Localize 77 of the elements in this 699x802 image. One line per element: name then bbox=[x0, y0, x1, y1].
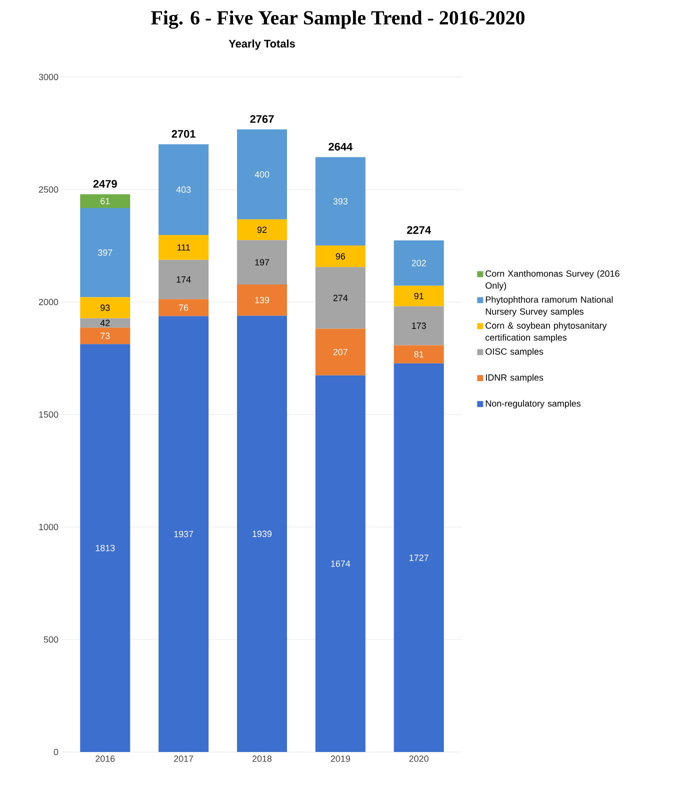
bar bbox=[394, 240, 444, 286]
data-label: 61 bbox=[100, 198, 110, 204]
bar bbox=[315, 328, 366, 376]
bar bbox=[394, 345, 444, 364]
total-label: 2767 bbox=[250, 115, 274, 123]
legend-label: IDNR samples bbox=[486, 374, 544, 382]
data-label: 92 bbox=[257, 226, 267, 233]
data-label: 1813 bbox=[96, 544, 115, 552]
data-label: 197 bbox=[255, 259, 270, 266]
x-tick-label: 2019 bbox=[330, 756, 350, 762]
data-label: 93 bbox=[100, 304, 110, 311]
bar bbox=[158, 299, 209, 316]
data-label: 403 bbox=[176, 186, 191, 193]
data-label: 174 bbox=[176, 276, 191, 283]
bar bbox=[394, 286, 444, 306]
bar bbox=[80, 344, 130, 752]
bar bbox=[394, 306, 444, 346]
bar bbox=[237, 240, 287, 284]
bar bbox=[158, 234, 209, 260]
data-label: 207 bbox=[333, 348, 348, 356]
bar bbox=[80, 297, 130, 318]
bar bbox=[237, 129, 287, 220]
data-label: 91 bbox=[414, 292, 424, 300]
data-label: 393 bbox=[333, 198, 348, 204]
x-tick-label: 2017 bbox=[174, 756, 194, 762]
bar bbox=[158, 316, 209, 752]
total-label: 2274 bbox=[407, 226, 431, 234]
total-label: 2701 bbox=[172, 130, 196, 138]
bar bbox=[237, 316, 287, 752]
y-tick-label: 0 bbox=[54, 748, 58, 756]
data-label: 111 bbox=[177, 244, 190, 251]
y-tick-label: 2500 bbox=[38, 186, 58, 193]
chart-title: Fig. 6 - Five Year Sample Trend - 2016-2020 bbox=[151, 10, 524, 29]
bar bbox=[80, 194, 130, 208]
legend-label: Corn Xanthomonas Survey (2016 Only) bbox=[486, 270, 620, 290]
data-label: 96 bbox=[336, 253, 346, 260]
legend-label: Non-regulatory samples bbox=[486, 400, 581, 408]
total-label: 2479 bbox=[93, 180, 117, 188]
bar bbox=[315, 375, 366, 752]
x-tick-label: 2016 bbox=[96, 756, 115, 762]
data-label: 81 bbox=[414, 351, 424, 358]
legend-label: Corn & soybean phytosanitary certification samples bbox=[486, 322, 607, 342]
total-label: 2644 bbox=[328, 142, 353, 151]
data-label: 274 bbox=[333, 294, 348, 302]
y-tick-label: 500 bbox=[44, 636, 58, 643]
data-label: 1939 bbox=[252, 530, 272, 538]
bar bbox=[237, 219, 287, 240]
data-label: 400 bbox=[254, 171, 270, 178]
bar bbox=[158, 144, 209, 235]
bar bbox=[394, 363, 444, 752]
x-tick-label: 2020 bbox=[409, 756, 428, 762]
data-label: 76 bbox=[179, 304, 188, 311]
data-label: 1937 bbox=[174, 530, 194, 538]
bar bbox=[315, 267, 366, 329]
data-label: 73 bbox=[100, 332, 110, 340]
bar bbox=[315, 246, 366, 268]
x-tick-label: 2018 bbox=[252, 756, 272, 762]
bar bbox=[80, 328, 130, 344]
bar bbox=[158, 260, 209, 300]
bar bbox=[237, 284, 287, 316]
chart-subtitle: Yearly Totals bbox=[228, 40, 295, 50]
data-label: 173 bbox=[412, 322, 426, 329]
data-label: 1674 bbox=[331, 560, 350, 567]
bar bbox=[80, 208, 130, 298]
data-label: 1727 bbox=[410, 554, 428, 561]
data-label: 139 bbox=[255, 296, 270, 304]
bar bbox=[80, 318, 130, 328]
legend-label: Phytophthora ramorum National Nursery Survey samples bbox=[486, 296, 613, 316]
data-label: 397 bbox=[98, 249, 112, 256]
y-tick-label: 1000 bbox=[39, 524, 58, 530]
y-tick-label: 3000 bbox=[38, 74, 58, 80]
data-label: 42 bbox=[100, 320, 110, 326]
data-label: 202 bbox=[412, 260, 426, 266]
bar bbox=[315, 157, 366, 246]
y-tick-label: 1500 bbox=[39, 411, 58, 418]
legend-label: OISC samples bbox=[486, 348, 544, 356]
y-tick-label: 2000 bbox=[38, 298, 58, 306]
